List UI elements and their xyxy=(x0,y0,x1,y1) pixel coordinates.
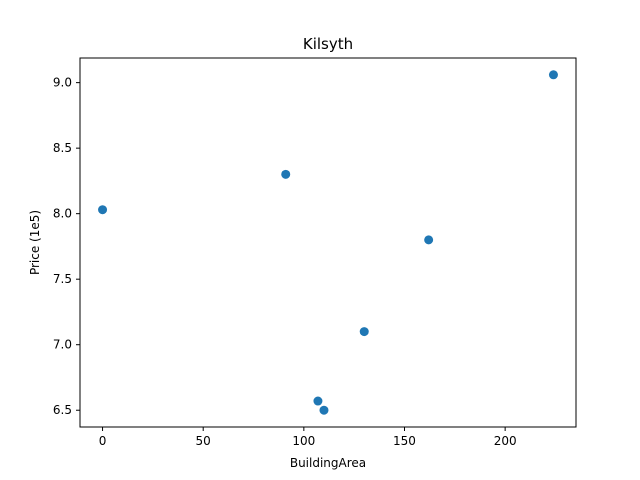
y-axis-label: Price (1e5) xyxy=(28,210,42,275)
y-tick-label: 7.5 xyxy=(53,272,72,286)
data-point xyxy=(319,405,329,415)
data-point xyxy=(98,205,108,215)
y-tick-label: 7.0 xyxy=(53,338,72,352)
data-points xyxy=(98,70,558,415)
axes-frame xyxy=(79,57,577,428)
y-axis-ticks: 6.5 7.0 7.5 8.0 8.5 9.0 xyxy=(53,76,80,417)
y-tick-label: 8.5 xyxy=(53,141,72,155)
y-tick-label: 6.5 xyxy=(53,403,72,417)
x-tick-label: 200 xyxy=(494,434,517,448)
y-tick-label: 9.0 xyxy=(53,76,72,90)
y-tick-label: 8.0 xyxy=(53,207,72,221)
x-tick-label: 100 xyxy=(292,434,315,448)
x-axis-ticks: 0 50 100 150 200 xyxy=(99,427,517,448)
chart-title: Kilsyth xyxy=(303,35,353,53)
data-point xyxy=(313,396,323,406)
data-point xyxy=(359,327,369,337)
x-tick-label: 0 xyxy=(99,434,107,448)
x-tick-label: 50 xyxy=(196,434,211,448)
data-point xyxy=(281,169,291,179)
data-point xyxy=(424,235,434,245)
x-tick-label: 150 xyxy=(393,434,416,448)
data-point xyxy=(548,70,558,80)
x-axis-label: BuildingArea xyxy=(290,456,366,470)
